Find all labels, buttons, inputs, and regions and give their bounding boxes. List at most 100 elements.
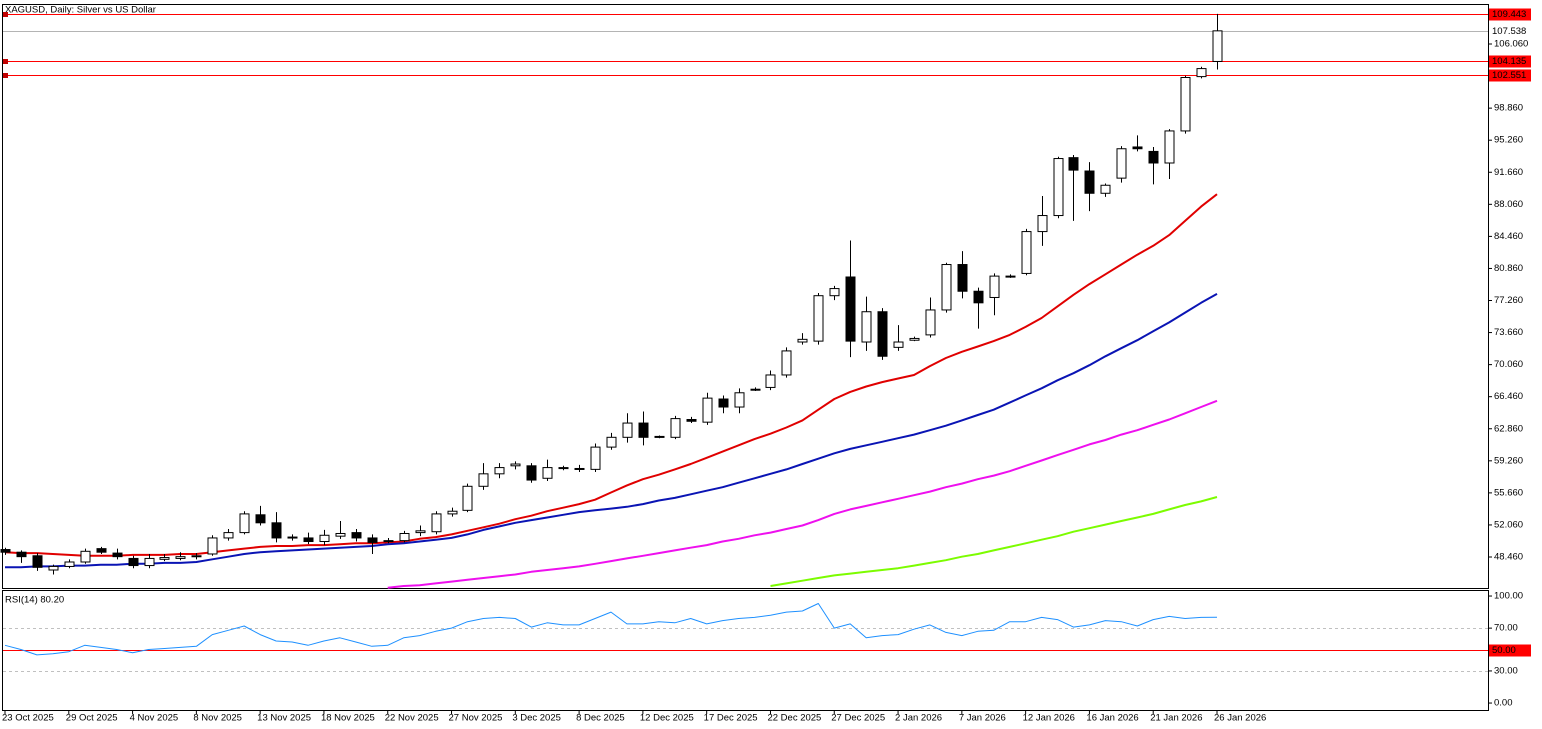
candle-body	[606, 436, 617, 448]
y-tick-label: 88.060	[1494, 199, 1523, 210]
candle-body	[128, 557, 139, 567]
moving-average	[770, 496, 1218, 587]
candle-body	[845, 276, 856, 342]
candle-body	[957, 264, 968, 292]
x-tick-label: 27 Dec 2025	[831, 713, 885, 724]
y-tick-label: 70.060	[1494, 359, 1523, 370]
candle-body	[399, 532, 410, 542]
y-tick-label: 98.860	[1494, 103, 1523, 114]
y-tick-label: 91.660	[1494, 167, 1523, 178]
level-label-box	[1489, 55, 1531, 68]
x-tick-label: 2 Jan 2026	[895, 713, 942, 724]
price-panel-frame	[2, 4, 1489, 589]
candle-body	[893, 341, 904, 348]
candle-body	[1164, 130, 1175, 164]
candle-body	[1132, 146, 1143, 150]
x-tick-label: 12 Dec 2025	[640, 713, 694, 724]
candle-body	[574, 467, 585, 470]
candle-body	[478, 473, 489, 487]
y-tick-label: 70.00	[1494, 623, 1518, 634]
candle-body	[1212, 30, 1223, 62]
y-tick-label: 77.260	[1494, 295, 1523, 306]
candle-body	[223, 532, 234, 539]
candle-body	[877, 311, 888, 357]
candle-body	[144, 557, 155, 567]
level-label-box	[1489, 69, 1531, 82]
candle-body	[1037, 215, 1048, 233]
candle-body	[287, 536, 298, 539]
moving-average	[4, 193, 1218, 557]
candle-body	[1005, 275, 1016, 278]
level-marker	[3, 73, 8, 78]
candle-body	[383, 540, 394, 543]
candle-body	[1100, 184, 1111, 194]
x-tick-label: 13 Nov 2025	[257, 713, 311, 724]
x-tick-label: 17 Dec 2025	[704, 713, 758, 724]
candle-body	[319, 534, 330, 543]
candle-body	[431, 513, 442, 533]
candle-body	[367, 537, 378, 543]
x-tick-label: 8 Nov 2025	[193, 713, 242, 724]
candle-body	[48, 565, 59, 571]
candle-body	[670, 418, 681, 438]
candle-body	[558, 467, 569, 470]
x-tick-label: 27 Nov 2025	[449, 713, 503, 724]
candle-body	[542, 467, 553, 479]
candle-body	[718, 398, 729, 408]
y-tick-label: 66.460	[1494, 391, 1523, 402]
x-tick-label: 16 Jan 2026	[1086, 713, 1138, 724]
candle-body	[781, 350, 792, 376]
candle-body	[80, 550, 91, 563]
candle-body	[0, 549, 11, 553]
candle-body	[303, 537, 314, 543]
candle-body	[941, 264, 952, 311]
candle-body	[1196, 68, 1207, 78]
x-tick-label: 8 Dec 2025	[576, 713, 625, 724]
candle-body	[638, 422, 649, 438]
candle-body	[207, 537, 218, 555]
y-tick-label: 30.00	[1494, 665, 1518, 676]
x-tick-label: 3 Dec 2025	[512, 713, 561, 724]
candle-body	[335, 532, 346, 537]
level-label-box	[1489, 8, 1531, 21]
level-label: 109.443	[1492, 9, 1526, 20]
x-tick-label: 23 Oct 2025	[2, 713, 54, 724]
candle-body	[925, 309, 936, 336]
level-label: 104.135	[1492, 56, 1526, 67]
candle-body	[112, 552, 123, 558]
candle-body	[750, 388, 761, 391]
x-tick-label: 26 Jan 2026	[1214, 713, 1266, 724]
x-tick-label: 21 Jan 2026	[1150, 713, 1202, 724]
candle-body	[462, 485, 473, 511]
x-tick-label: 22 Nov 2025	[385, 713, 439, 724]
candle-body	[175, 556, 186, 559]
moving-average	[387, 399, 1218, 589]
level-marker	[3, 12, 8, 17]
candle-body	[1084, 170, 1095, 194]
level-label: 102.551	[1492, 70, 1526, 81]
y-tick-label: 52.060	[1494, 519, 1523, 530]
rsi-panel-frame	[2, 590, 1489, 711]
candle-body	[1053, 158, 1064, 217]
x-tick-label: 22 Dec 2025	[767, 713, 821, 724]
y-tick-label: 55.660	[1494, 487, 1523, 498]
candle-body	[909, 337, 920, 341]
level-label: 50.00	[1492, 645, 1516, 656]
candle-body	[1148, 150, 1159, 164]
level-label: 107.538	[1492, 26, 1526, 37]
candle-body	[861, 311, 872, 343]
candle-body	[829, 288, 840, 297]
candle-body	[64, 561, 75, 567]
candle-body	[1068, 157, 1079, 171]
candle-body	[239, 513, 250, 534]
rsi-line	[4, 603, 1218, 656]
y-tick-label: 0.00	[1494, 698, 1513, 709]
candle-body	[1021, 231, 1032, 274]
candle-body	[989, 275, 1000, 298]
chart-title: XAGUSD, Daily: Silver vs US Dollar	[5, 5, 156, 16]
candle-body	[16, 551, 27, 558]
candle-body	[622, 422, 633, 438]
candle-body	[686, 418, 697, 422]
